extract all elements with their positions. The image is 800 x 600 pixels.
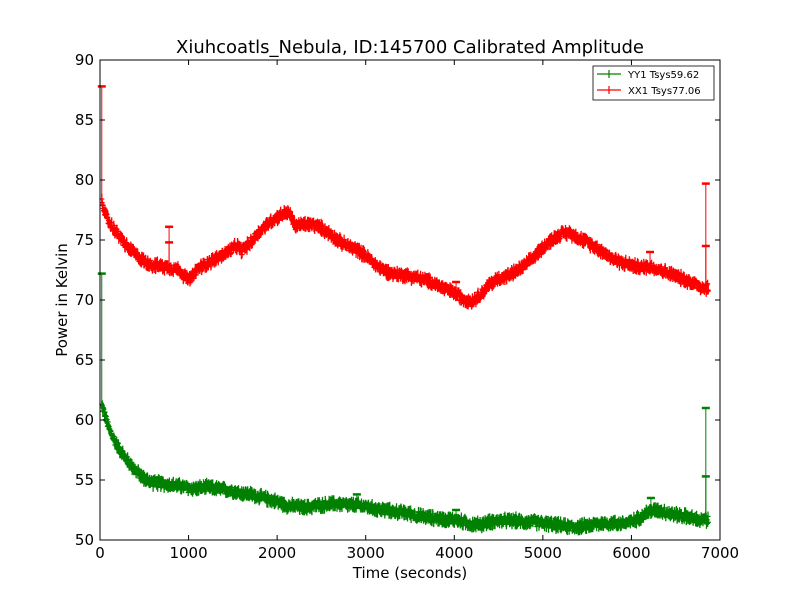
- x-tick-label: 4000: [435, 544, 473, 562]
- y-tick-label: 70: [75, 291, 94, 309]
- y-axis: 50 55 60 65 70 75 80 85 90: [75, 51, 720, 549]
- outlier-point: [452, 280, 461, 294]
- outlier-point: [165, 241, 174, 268]
- x-tick-label: 6000: [612, 544, 650, 562]
- outlier-point: [701, 475, 710, 520]
- x-tick-label: 0: [95, 544, 105, 562]
- x-tick-label: 3000: [347, 544, 385, 562]
- y-tick-label: 75: [75, 231, 94, 249]
- legend: YY1 Tsys59.62 XX1 Tsys77.06: [592, 65, 715, 101]
- legend-label-xx1: XX1 Tsys77.06: [628, 86, 701, 97]
- series-layer: [99, 193, 711, 536]
- x-tick-label: 1000: [169, 544, 207, 562]
- x-axis-label: Time (seconds): [352, 564, 468, 582]
- y-tick-label: 55: [75, 471, 94, 489]
- x-tick-label: 5000: [524, 544, 562, 562]
- y-tick-label: 50: [75, 531, 94, 549]
- outlier-point: [97, 85, 106, 202]
- x-tick-label: 2000: [258, 544, 296, 562]
- y-tick-label: 90: [75, 51, 94, 69]
- y-tick-label: 85: [75, 111, 94, 129]
- outlier-point: [646, 496, 655, 511]
- series-1: [99, 193, 711, 310]
- chart-title: Xiuhcoatls_Nebula, ID:145700 Calibrated …: [176, 37, 644, 58]
- outlier-point: [352, 493, 361, 506]
- y-tick-label: 60: [75, 411, 94, 429]
- y-axis-label: Power in Kelvin: [53, 243, 71, 357]
- outlier-layer: [97, 85, 710, 521]
- x-tick-label: 7000: [701, 544, 739, 562]
- x-axis: 0 1000 2000 3000 4000 5000 6000 7000: [95, 60, 739, 562]
- y-tick-label: 65: [75, 351, 94, 369]
- legend-box: [592, 65, 715, 101]
- outlier-point: [701, 244, 710, 288]
- outlier-point: [452, 508, 461, 521]
- y-tick-label: 80: [75, 171, 94, 189]
- legend-label-yy1: YY1 Tsys59.62: [627, 70, 699, 81]
- outlier-point: [646, 250, 655, 267]
- outlier-point: [97, 272, 106, 406]
